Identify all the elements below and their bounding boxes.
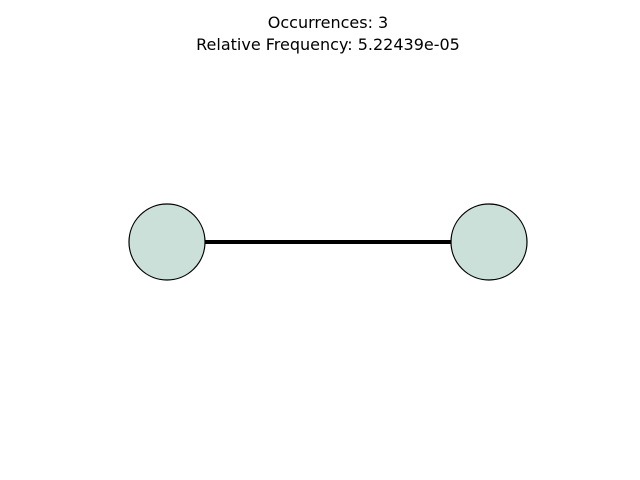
title-line-relative-frequency: Relative Frequency: 5.22439e-05 <box>196 35 460 54</box>
graph-node-right <box>450 203 528 281</box>
graph-node-left <box>128 203 206 281</box>
title-line-occurrences: Occurrences: 3 <box>268 13 388 32</box>
